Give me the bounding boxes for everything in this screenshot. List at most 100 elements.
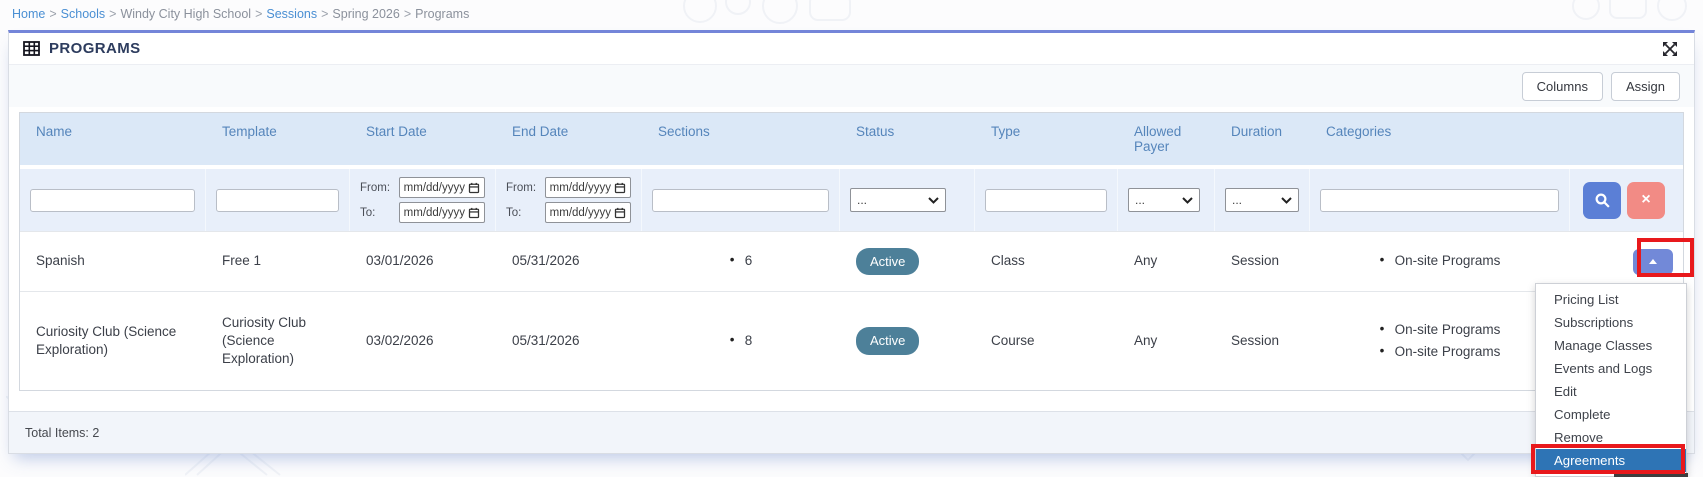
table-row: Curiosity Club (Science Exploration) Cur… [20,291,1683,390]
close-icon: × [1641,191,1651,208]
to-label: To: [360,206,376,219]
programs-table: Name Template Start Date End Date Sectio… [19,112,1684,391]
date-placeholder: mm/dd/yyyy [549,181,611,194]
filter-cell-categories [1310,169,1570,231]
breadcrumb-separator: > [403,7,412,21]
breadcrumb-sessions[interactable]: Sessions [266,7,318,21]
column-header-end-date[interactable]: End Date [512,124,569,139]
from-label: From: [360,181,391,194]
row-categories: On-site Programs [1310,232,1570,291]
breadcrumb-separator: > [49,7,57,21]
row-categories: On-site Programs On-site Programs [1310,292,1570,390]
chevron-down-icon [928,196,939,204]
category-item: On-site Programs [1380,320,1501,339]
menu-item-manage-classes[interactable]: Manage Classes [1554,338,1653,353]
column-header-allowed-payer[interactable]: Allowed Payer [1134,124,1182,154]
breadcrumb-schools[interactable]: Schools [60,7,106,21]
row-duration: Session [1231,332,1280,348]
table-footer: Total Items: 2 [9,411,1694,453]
assign-button[interactable]: Assign [1610,71,1680,101]
background-watermark [660,0,880,28]
row-actions-dropdown-button[interactable] [1633,248,1673,275]
date-placeholder: mm/dd/yyyy [549,206,611,219]
menu-item-agreements[interactable]: Agreements [1536,449,1686,472]
breadcrumb-current-page: Programs [415,7,470,21]
select-placeholder: ... [1135,193,1146,207]
chevron-down-icon [1182,196,1193,204]
column-header-type[interactable]: Type [991,124,1021,139]
name-filter-input[interactable] [30,188,195,212]
end-date-from-input[interactable]: mm/dd/yyyy [544,177,631,198]
table-row: Spanish Free 1 03/01/2026 05/31/2026 6 A… [20,231,1683,291]
date-placeholder: mm/dd/yyyy [403,206,465,219]
row-status: Active [840,292,975,390]
menu-item-edit[interactable]: Edit [1554,384,1577,399]
sections-filter-input[interactable] [652,188,829,212]
row-duration: Session [1231,253,1280,269]
select-placeholder: ... [857,193,868,207]
select-placeholder: ... [1232,193,1243,207]
expand-icon[interactable] [1660,39,1680,59]
tooltip-edge [1614,473,1688,477]
menu-item-complete[interactable]: Complete [1554,407,1611,422]
row-name: Spanish [36,253,85,269]
panel-header: PROGRAMS [9,33,1694,65]
row-end-date: 05/31/2026 [512,253,580,269]
row-type: Course [991,332,1035,348]
row-start-date: 03/01/2026 [366,253,434,269]
from-label: From: [506,181,537,194]
column-header-duration[interactable]: Duration [1231,124,1283,139]
clear-filters-button[interactable]: × [1627,181,1665,219]
status-badge: Active [856,327,920,355]
breadcrumb-home[interactable]: Home [12,7,46,21]
row-template: Free 1 [222,253,262,269]
row-name: Curiosity Club (Science Exploration) [36,323,177,357]
duration-filter-select[interactable]: ... [1225,188,1299,212]
category-item: On-site Programs [1380,341,1501,361]
row-status: Active [840,232,975,291]
menu-item-remove[interactable]: Remove [1554,430,1604,445]
menu-item-subscriptions[interactable]: Subscriptions [1554,315,1634,330]
start-date-to-input[interactable]: mm/dd/yyyy [398,202,485,223]
search-button[interactable] [1583,181,1621,219]
chevron-down-icon [1281,196,1292,204]
columns-button[interactable]: Columns [1521,71,1603,101]
column-header-categories[interactable]: Categories [1326,124,1392,139]
filter-cell-end-date: From: mm/dd/yyyy To: mm/dd/yyyy [496,169,642,231]
column-header-status[interactable]: Status [856,124,895,139]
programs-panel: PROGRAMS Columns Assign Name Template St… [8,30,1695,454]
filter-cell-template [206,169,350,231]
calendar-icon [468,182,480,193]
table-header-row: Name Template Start Date End Date Sectio… [20,113,1683,165]
allowed-payer-filter-select[interactable]: ... [1128,188,1200,212]
breadcrumb-separator: > [321,7,329,21]
menu-item-events-and-logs[interactable]: Events and Logs [1554,361,1653,376]
row-end-date: 05/31/2026 [512,332,580,348]
table-grid-icon [23,41,40,56]
column-header-template[interactable]: Template [222,124,277,139]
background-watermark [1560,0,1700,26]
row-allowed-payer: Any [1134,332,1158,348]
menu-item-pricing-list[interactable]: Pricing List [1554,292,1619,307]
filter-cell-allowed-payer: ... [1118,169,1215,231]
filter-cell-start-date: From: mm/dd/yyyy To: mm/dd/yyyy [350,169,496,231]
template-filter-input[interactable] [216,188,339,212]
sections-count: 6 [730,251,753,270]
filter-cell-duration: ... [1215,169,1310,231]
filter-cell-sections [642,169,840,231]
calendar-icon [614,182,626,193]
categories-filter-input[interactable] [1320,188,1559,212]
column-header-start-date[interactable]: Start Date [366,124,427,139]
row-sections: 6 [642,232,840,291]
search-icon [1595,193,1610,208]
start-date-from-input[interactable]: mm/dd/yyyy [398,177,485,198]
end-date-to-input[interactable]: mm/dd/yyyy [544,202,631,223]
type-filter-input[interactable] [985,188,1107,212]
breadcrumb-separator: > [109,7,117,21]
status-filter-select[interactable]: ... [850,188,946,212]
row-template: Curiosity Club (Science Exploration) [222,314,307,367]
row-type: Class [991,253,1025,269]
column-header-name[interactable]: Name [36,124,73,139]
page-title: PROGRAMS [49,40,141,57]
column-header-sections[interactable]: Sections [658,124,710,139]
